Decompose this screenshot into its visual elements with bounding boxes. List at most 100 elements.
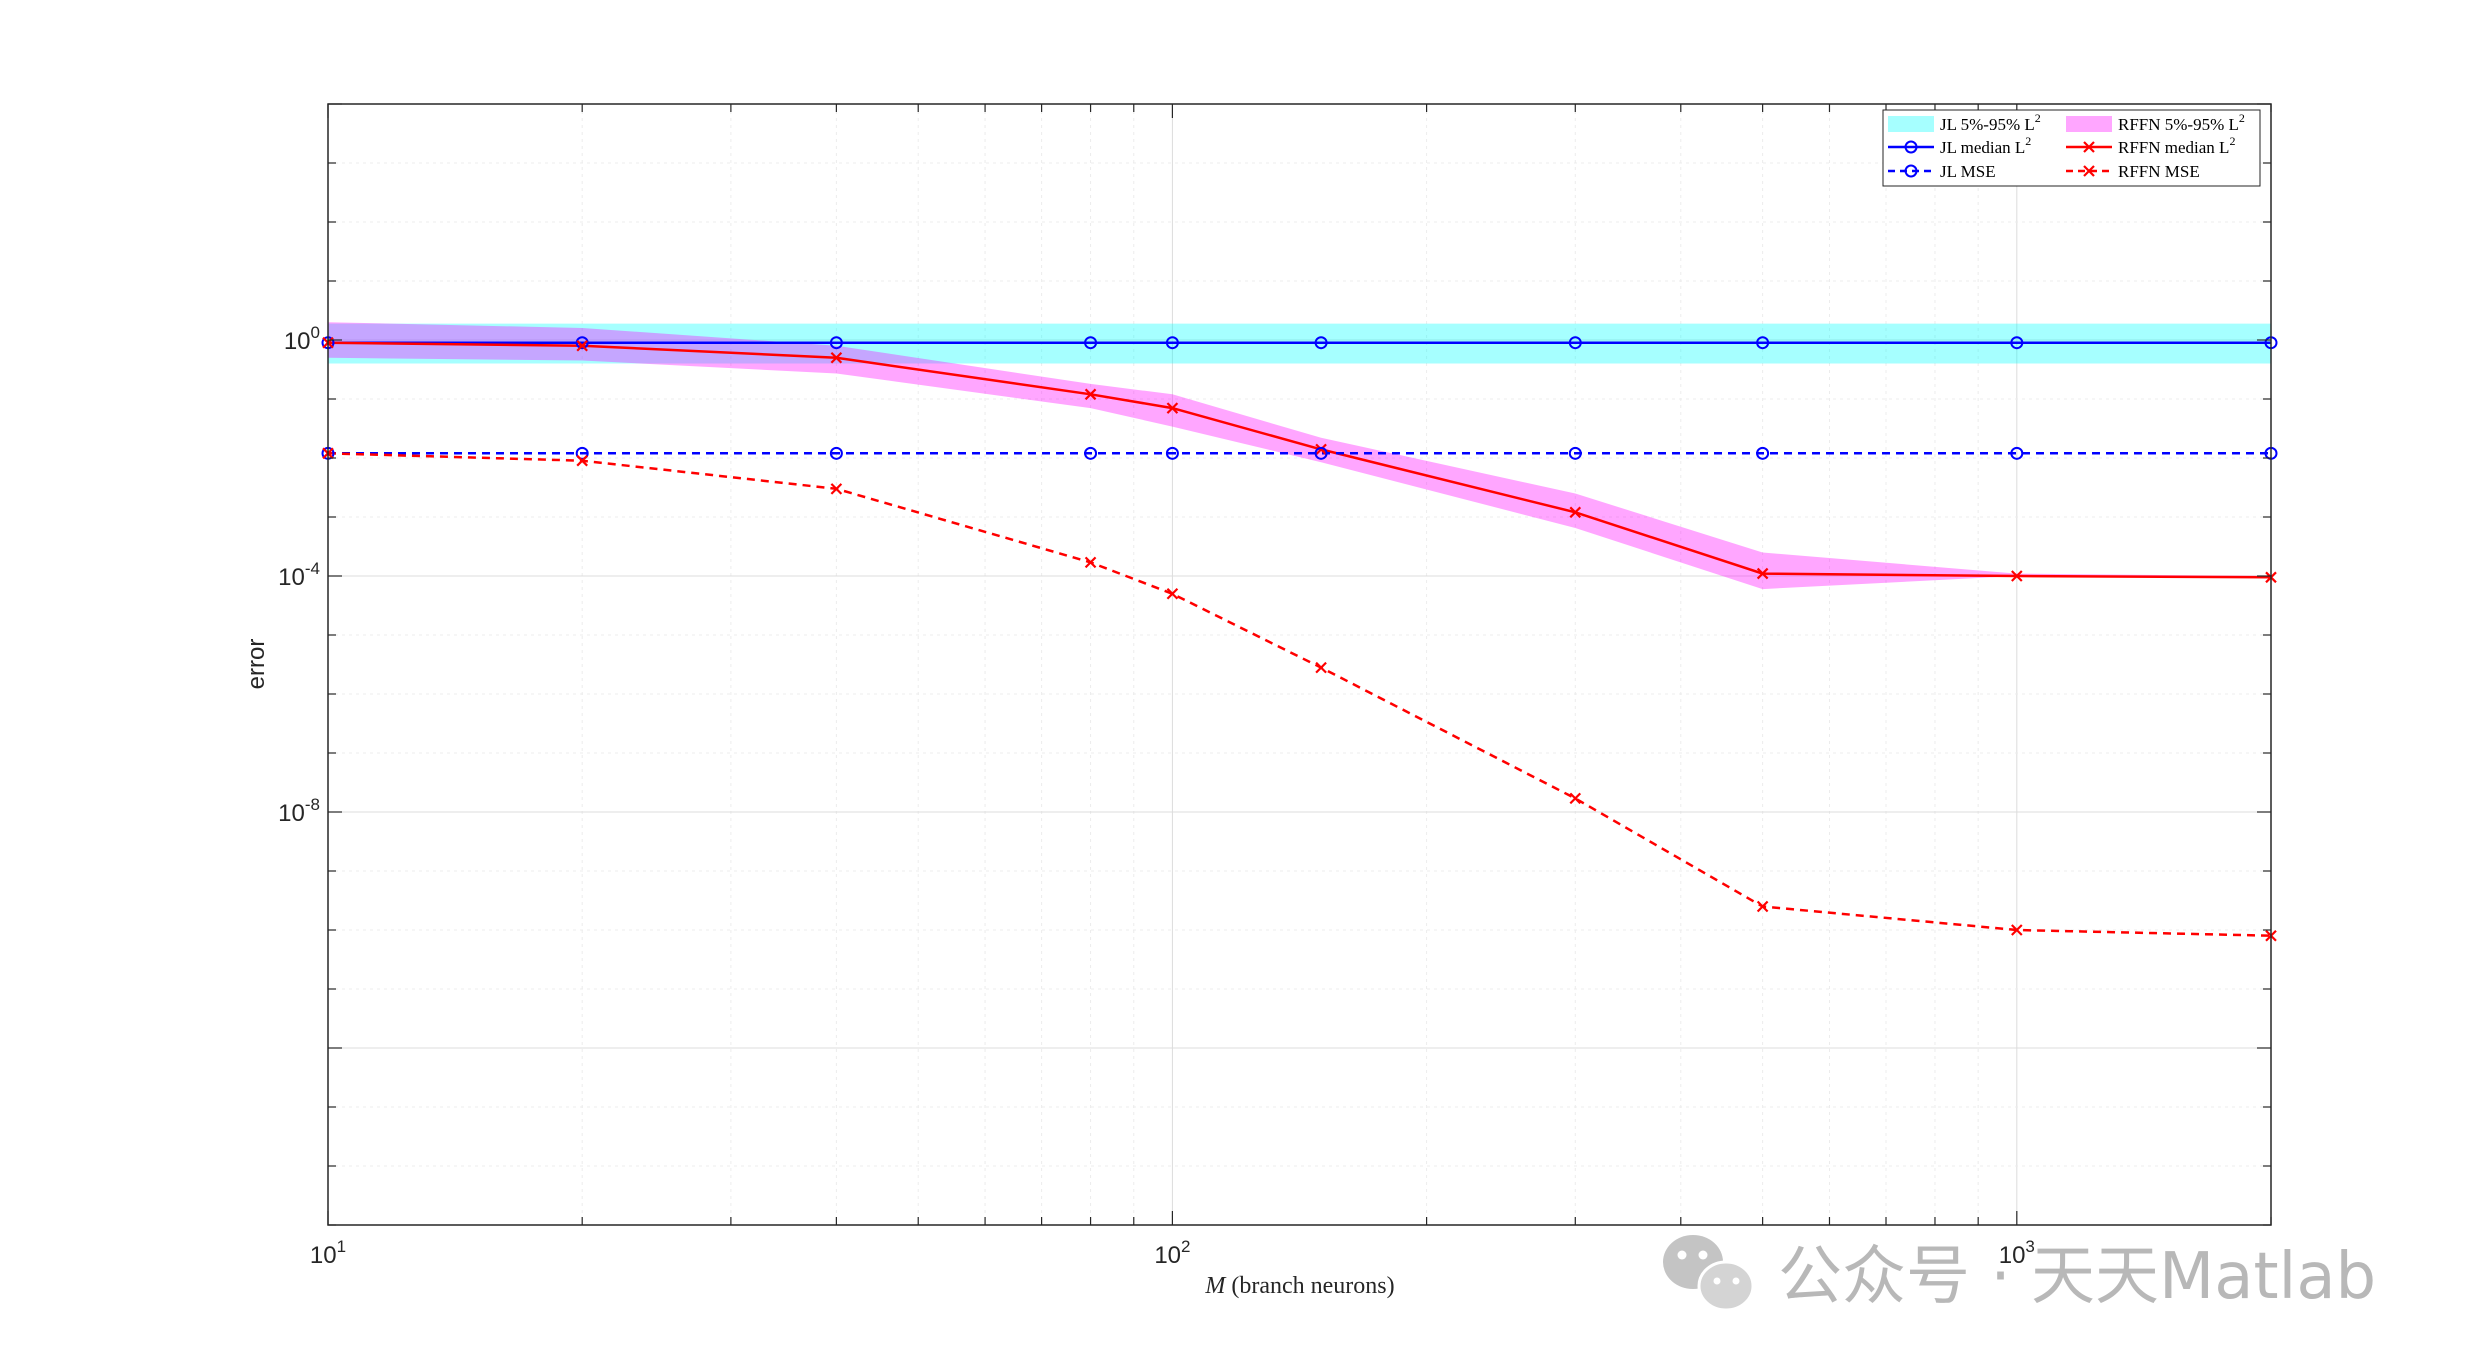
legend-entry-rffn-mse: RFFN MSE — [2066, 162, 2200, 181]
rffn-median-point — [1315, 443, 1327, 456]
legend-entry-jl-mse: JL MSE — [1888, 162, 1996, 181]
grid — [327, 103, 2272, 1226]
legend-entry-rffn-mse-label-text: RFFN MSE — [2118, 162, 2200, 181]
x-axis-label-text: (branch neurons) — [1225, 1273, 1394, 1299]
y-tick-label: 10-4 — [278, 559, 320, 591]
legend-entry-jl-band-swatch — [1888, 116, 1934, 132]
rffn-median-point — [1756, 567, 1769, 580]
rffn-mse-point — [830, 483, 843, 495]
legend-entry-rffn-median-label: RFFN median L2 — [2118, 134, 2235, 157]
legend-entry-rffn-mse-label: RFFN MSE — [2118, 162, 2200, 181]
jl-mse-point — [575, 446, 589, 460]
rffn-mse-point-stroke — [830, 483, 843, 495]
jl-median-point — [2010, 336, 2024, 350]
y-tick-label-base: 10 — [278, 800, 305, 827]
legend-entry-rffn-band: RFFN 5%-95% L2 — [2066, 111, 2245, 134]
rffn-band — [328, 322, 2271, 590]
legend-entry-jl-band-label-text: JL 5%-95% L — [1940, 115, 2035, 134]
x-axis-label: M (branch neurons) — [1204, 1273, 1394, 1299]
legend-entry-jl-band: JL 5%-95% L2 — [1888, 111, 2041, 134]
rffn-median-point-stroke — [1315, 443, 1327, 456]
y-tick-label-exp: -4 — [305, 559, 320, 578]
series-lines — [327, 341, 2272, 937]
legend-entry-jl-mse-label: JL MSE — [1940, 162, 1996, 181]
x-tick-label-exp: 1 — [337, 1237, 346, 1256]
rffn-mse-point — [1315, 661, 1327, 674]
x-tick-label: 103 — [1999, 1237, 2035, 1269]
legend-entry-jl-band-label: JL 5%-95% L2 — [1940, 111, 2041, 134]
rffn-mse-point-stroke — [1084, 556, 1097, 569]
rffn-mse-point — [1756, 900, 1769, 913]
legend-entry-rffn-band-label-text: RFFN 5%-95% L — [2118, 115, 2239, 134]
rffn-mse-line — [327, 452, 2272, 937]
plot-frame — [327, 103, 2272, 1226]
jl-median-point — [1084, 336, 1098, 350]
rffn-median-point-stroke — [2011, 570, 2023, 582]
y-tick-label: 100 — [284, 323, 320, 355]
jl-median-point — [1756, 336, 1770, 350]
legend-entry-jl-median-label: JL median L2 — [1940, 134, 2031, 157]
x-tick-label: 101 — [310, 1237, 346, 1269]
jl-mse-point — [829, 446, 843, 460]
jl-mse-point — [2010, 446, 2024, 460]
y-axis-label: error — [243, 639, 270, 690]
y-tick-label-base: 10 — [284, 328, 311, 355]
legend-entry-rffn-band-label-sup: 2 — [2239, 111, 2245, 125]
legend-entry-rffn-mse-marker — [2083, 165, 2095, 177]
plot-background — [328, 104, 2271, 1225]
rffn-mse-point — [1166, 587, 1179, 600]
legend-entry-jl-mse-label-text: JL MSE — [1940, 162, 1996, 181]
watermark: 公众号 · 天天Matlab — [1663, 1235, 2376, 1314]
jl-median-point — [1314, 336, 1328, 350]
legend-entry-jl-band-label-sup: 2 — [2035, 111, 2041, 125]
jl-median-point — [829, 336, 843, 350]
y-tick-label-exp: 0 — [311, 323, 320, 342]
rffn-median-point-stroke — [1756, 567, 1769, 580]
legend-entry-rffn-median-marker-stroke — [2083, 141, 2095, 153]
legend-entry-jl-mse-marker — [1904, 164, 1918, 178]
rffn-median-line — [327, 341, 2272, 579]
legend-entry-jl-median-label-text: JL median L — [1940, 138, 2025, 157]
legend-entry-rffn-median: RFFN median L2 — [2066, 134, 2235, 157]
y-tick-label-exp: -8 — [305, 795, 320, 814]
jl-mse-point — [1568, 446, 1582, 460]
jl-median-point — [1165, 336, 1179, 350]
y-tick-label-base: 10 — [278, 564, 305, 591]
jl-median-point — [575, 336, 589, 350]
rffn-median-point — [1166, 402, 1179, 414]
rffn-median-point-stroke — [830, 351, 843, 364]
watermark-text: 公众号 · 天天Matlab — [1778, 1240, 2376, 1314]
x-tick-label-base: 10 — [1999, 1242, 2026, 1269]
rffn-mse-point-stroke — [1569, 792, 1582, 805]
legend-entry-rffn-median-label-sup: 2 — [2229, 134, 2235, 148]
rffn-median-point — [1084, 388, 1097, 401]
x-axis-label-var: M — [1204, 1273, 1227, 1299]
x-tick-label-exp: 2 — [1181, 1237, 1190, 1256]
jl-mse-point — [1084, 446, 1098, 460]
rffn-median-point-stroke — [1166, 402, 1179, 414]
y-tick-label: 10-8 — [278, 795, 320, 827]
legend-entry-rffn-median-marker — [2083, 141, 2095, 153]
x-tick-label: 102 — [1154, 1237, 1190, 1269]
rffn-median-point-stroke — [1084, 388, 1097, 401]
legend-entry-rffn-mse-marker-stroke — [2083, 165, 2095, 177]
rffn-median-point — [576, 339, 588, 352]
jl-mse-point — [1756, 446, 1770, 460]
legend-entry-rffn-band-swatch — [2066, 116, 2112, 132]
rffn-mse-point-stroke — [1756, 900, 1769, 913]
rffn-mse-point — [1569, 792, 1582, 805]
rffn-mse-point — [576, 454, 588, 467]
rffn-median-point — [2011, 570, 2023, 582]
rffn-median-point-stroke — [1569, 506, 1582, 519]
x-tick-label-exp: 3 — [2025, 1237, 2034, 1256]
jl-median-point — [1568, 336, 1582, 350]
jl-mse-point — [1314, 446, 1328, 460]
rffn-median-point — [830, 351, 843, 364]
legend-entry-jl-median: JL median L2 — [1888, 134, 2031, 157]
rffn-median-point-stroke — [576, 339, 588, 352]
rffn-mse-point-stroke — [1315, 661, 1327, 674]
series-markers — [321, 336, 2278, 942]
x-tick-label-base: 10 — [1154, 1242, 1181, 1269]
